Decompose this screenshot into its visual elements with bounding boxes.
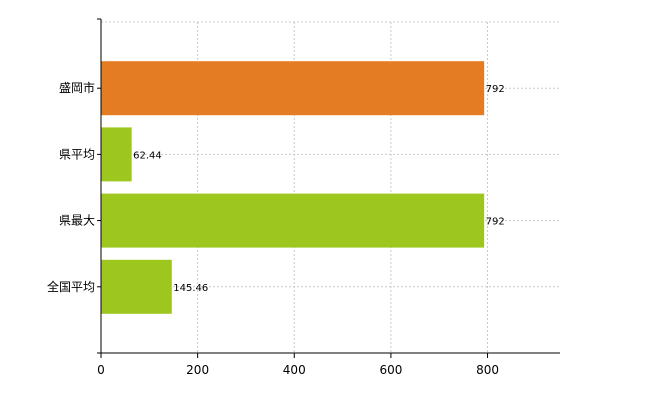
x-tick-label: 400	[283, 363, 306, 377]
labels: 792 盛岡市 62.44 県平均 792 県最大 145.46 全国平均 0 200 400 600…	[47, 80, 505, 377]
bar	[101, 259, 172, 314]
x-tick-label: 0	[97, 363, 105, 377]
axes	[97, 18, 560, 358]
bar	[101, 193, 485, 248]
bar-value-label: 792	[486, 217, 505, 228]
category-label: 県平均	[59, 147, 95, 161]
bar-value-label: 62.44	[133, 150, 162, 161]
bar-value-label: 792	[486, 84, 505, 95]
x-tick-label: 200	[186, 363, 209, 377]
bar	[101, 127, 132, 182]
bars	[101, 61, 485, 314]
bar-value-label: 145.46	[173, 283, 208, 294]
x-tick-label: 800	[476, 363, 499, 377]
category-label: 全国平均	[47, 279, 95, 294]
category-label: 県最大	[59, 214, 95, 228]
category-label: 盛岡市	[59, 80, 95, 95]
x-tick-label: 600	[379, 363, 402, 377]
bar	[101, 61, 485, 116]
